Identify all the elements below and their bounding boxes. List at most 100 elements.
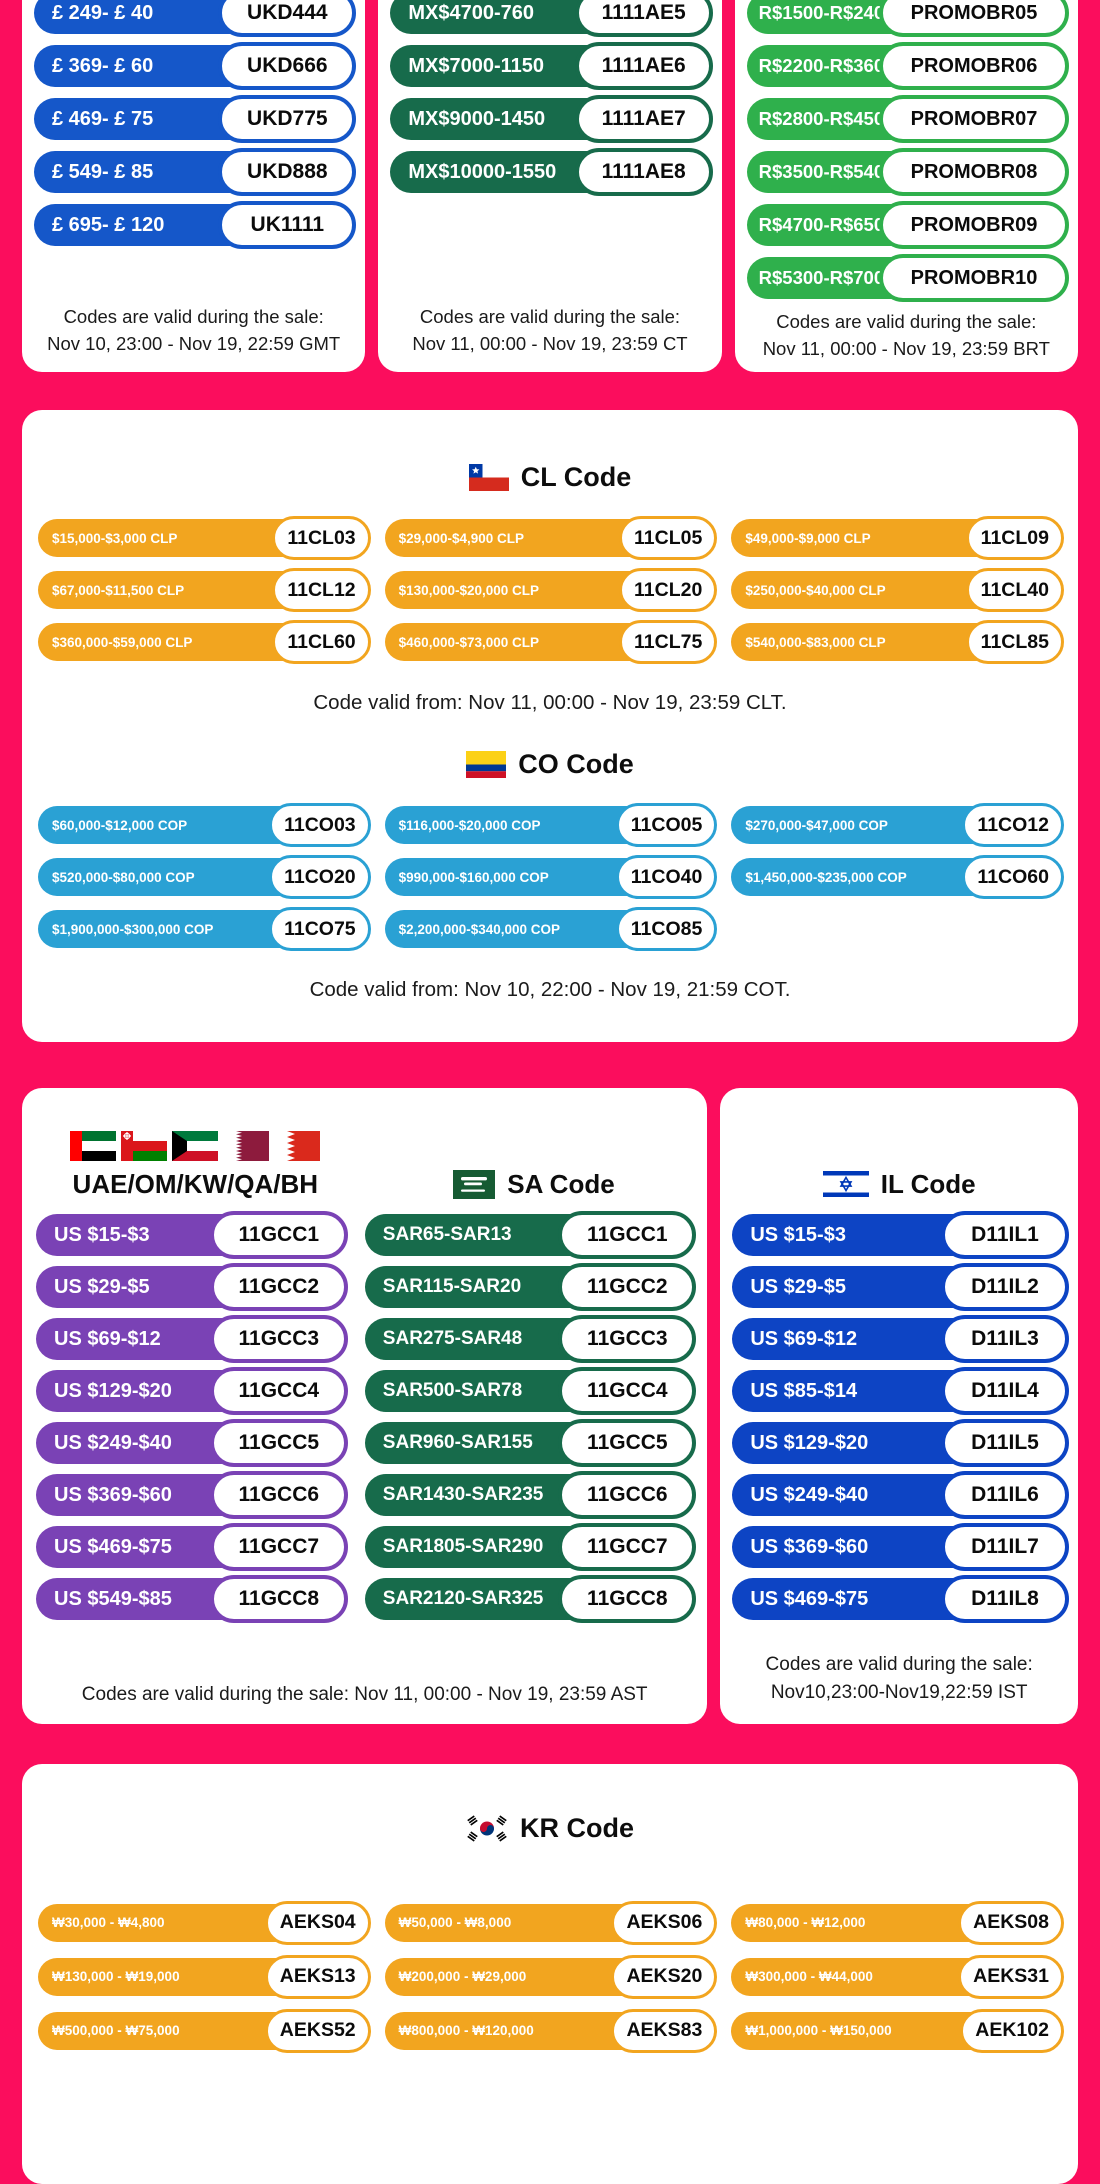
coupon-amount: ₩30,000 - ₩4,800	[52, 1915, 165, 1931]
coupon-pill[interactable]: US $29-$5 D11IL2	[732, 1263, 1069, 1312]
coupon-pill[interactable]: £ 695- £ 120 UK1111	[34, 201, 357, 249]
coupon-amount: $1,450,000-$235,000 COP	[745, 869, 907, 885]
coupon-code: 11GCC4	[209, 1367, 348, 1416]
coupon-amount: R$1500-R$240	[758, 2, 885, 23]
coupon-amount: $990,000-$160,000 COP	[398, 869, 549, 885]
coupon-pill[interactable]: SAR65-SAR13 11GCC1	[364, 1211, 697, 1260]
coupon-pill[interactable]: $67,000-$11,500 CLP 11CL12	[38, 568, 371, 613]
coupon-pill[interactable]: MX$7000-1150 1111AE6	[390, 42, 713, 90]
coupon-pill[interactable]: ₩50,000 - ₩8,000 AEKS06	[384, 1900, 718, 1945]
coupon-pill[interactable]: US $15-$3 D11IL1	[732, 1211, 1069, 1260]
coupon-pill[interactable]: US $15-$3 11GCC1	[36, 1211, 348, 1260]
coupon-amount: SAR1805-SAR290	[382, 1536, 544, 1558]
coupon-code: 11CO03	[269, 803, 371, 848]
coupon-pill[interactable]: £ 549- £ 85 UKD888	[34, 148, 357, 196]
flag-oman-icon	[121, 1131, 168, 1162]
coupon-pill[interactable]: R$2200-R$360 PROMOBR06	[746, 42, 1069, 90]
coupon-code: 11CO05	[615, 803, 718, 848]
coupon-amount: R$3500-R$540	[758, 161, 885, 182]
coupon-pill[interactable]: $520,000-$80,000 COP 11CO20	[38, 855, 371, 900]
coupon-pill[interactable]: £ 249- £ 40 UKD444	[34, 0, 357, 37]
coupon-pill[interactable]: $49,000-$9,000 CLP 11CL09	[731, 516, 1064, 561]
coupon-pill[interactable]: US $369-$60 D11IL7	[732, 1523, 1069, 1572]
coupon-amount: US $29-$5	[750, 1275, 846, 1298]
coupon-pill[interactable]: US $469-$75 D11IL8	[732, 1575, 1069, 1624]
br-validity-text: Codes are valid during the sale: Nov 11,…	[762, 311, 1050, 359]
coupon-pill[interactable]: $116,000-$20,000 COP 11CO05	[384, 803, 718, 848]
coupon-pill[interactable]: $1,900,000-$300,000 COP 11CO75	[38, 907, 371, 952]
coupon-code: D11IL4	[941, 1367, 1069, 1416]
coupon-code: 11CL03	[272, 516, 371, 561]
coupon-amount: $29,000-$4,900 CLP	[398, 530, 524, 546]
coupon-pill[interactable]: $1,450,000-$235,000 COP 11CO60	[731, 855, 1064, 900]
coupon-pill[interactable]: R$4700-R$650 PROMOBR09	[746, 201, 1069, 249]
gcc-section-title: UAE/OM/KW/QA/BH	[36, 1104, 355, 1200]
coupon-pill[interactable]: $2,200,000-$340,000 COP 11CO85	[384, 907, 718, 952]
coupon-pill[interactable]: ₩300,000 - ₩44,000 AEKS31	[731, 1954, 1064, 1999]
coupon-amount: ₩800,000 - ₩120,000	[398, 2023, 534, 2039]
coupon-pill[interactable]: US $129-$20 D11IL5	[732, 1419, 1069, 1468]
coupon-pill[interactable]: US $129-$20 11GCC4	[36, 1367, 348, 1416]
coupon-pill[interactable]: £ 369- £ 60 UKD666	[34, 42, 357, 90]
coupon-pill[interactable]: R$2800-R$450 PROMOBR07	[746, 95, 1069, 143]
coupon-pill[interactable]: ₩130,000 - ₩19,000 AEKS13	[38, 1954, 371, 1999]
coupon-code: 11GCC8	[558, 1575, 697, 1624]
coupon-amount: $250,000-$40,000 CLP	[745, 582, 886, 598]
coupon-pill[interactable]: $29,000-$4,900 CLP 11CL05	[384, 516, 718, 561]
coupon-amount: $540,000-$83,000 CLP	[745, 634, 886, 650]
coupon-pill[interactable]: ₩80,000 - ₩12,000 AEKS08	[731, 1900, 1064, 1945]
coupon-pill[interactable]: SAR1805-SAR290 11GCC7	[364, 1523, 697, 1572]
coupon-code: PROMOBR05	[878, 0, 1069, 37]
coupon-pill[interactable]: MX$10000-1550 1111AE8	[390, 148, 713, 196]
coupon-pill[interactable]: ₩200,000 - ₩29,000 AEKS20	[384, 1954, 718, 1999]
coupon-amount: US $85-$14	[750, 1379, 858, 1402]
coupon-pill[interactable]: $360,000-$59,000 CLP 11CL60	[38, 620, 371, 665]
coupon-pill[interactable]: SAR1430-SAR235 11GCC6	[364, 1471, 697, 1520]
coupon-pill[interactable]: US $29-$5 11GCC2	[36, 1263, 348, 1312]
coupon-pill[interactable]: SAR960-SAR155 11GCC5	[364, 1419, 697, 1468]
coupon-pill[interactable]: R$5300-R$700 PROMOBR10	[746, 254, 1069, 302]
coupon-pill[interactable]: $460,000-$73,000 CLP 11CL75	[384, 620, 718, 665]
coupon-pill[interactable]: MX$9000-1450 1111AE7	[390, 95, 713, 143]
coupon-code: 11GCC5	[558, 1419, 697, 1468]
coupon-pill[interactable]: US $369-$60 11GCC6	[36, 1471, 348, 1520]
coupon-pill[interactable]: SAR115-SAR20 11GCC2	[364, 1263, 697, 1312]
coupon-pill[interactable]: ₩1,000,000 - ₩150,000 AEK102	[731, 2008, 1064, 2053]
coupon-pill[interactable]: US $469-$75 11GCC7	[36, 1523, 348, 1572]
coupon-pill[interactable]: $60,000-$12,000 COP 11CO03	[38, 803, 371, 848]
coupon-pill[interactable]: US $69-$12 D11IL3	[732, 1315, 1069, 1364]
coupon-pill[interactable]: R$3500-R$540 PROMOBR08	[746, 148, 1069, 196]
coupon-pill[interactable]: $15,000-$3,000 CLP 11CL03	[38, 516, 371, 561]
coupon-amount: SAR2120-SAR325	[382, 1588, 544, 1610]
coupon-pill[interactable]: SAR2120-SAR325 11GCC8	[364, 1575, 697, 1624]
coupon-pill[interactable]: ₩500,000 - ₩75,000 AEKS52	[38, 2008, 371, 2053]
coupon-code: 11CO12	[962, 803, 1064, 848]
coupon-pill[interactable]: SAR500-SAR78 11GCC4	[364, 1367, 697, 1416]
coupon-pill[interactable]: US $249-$40 D11IL6	[732, 1471, 1069, 1520]
coupon-pill[interactable]: US $85-$14 D11IL4	[732, 1367, 1069, 1416]
sa-title-text: SA Code	[507, 1169, 615, 1200]
coupon-pill[interactable]: $130,000-$20,000 CLP 11CL20	[384, 568, 718, 613]
coupon-pill[interactable]: $540,000-$83,000 CLP 11CL85	[731, 620, 1064, 665]
co-pill-grid: $60,000-$12,000 COP 11CO03 $116,000-$20,…	[38, 803, 1064, 952]
coupon-pill[interactable]: US $549-$85 11GCC8	[36, 1575, 348, 1624]
coupon-pill[interactable]: R$1500-R$240 PROMOBR05	[746, 0, 1069, 37]
coupon-amount: £ 249- £ 40	[52, 1, 154, 24]
coupon-amount: ₩200,000 - ₩29,000	[398, 1969, 527, 1985]
gcc-pill-list: US $15-$3 11GCC1 US $29-$5 11GCC2 US $69…	[36, 1211, 348, 1624]
coupon-pill[interactable]: US $69-$12 11GCC3	[36, 1315, 348, 1364]
coupon-code: 11GCC2	[558, 1263, 697, 1312]
coupon-amount: $67,000-$11,500 CLP	[52, 582, 185, 598]
coupon-amount: $60,000-$12,000 COP	[52, 817, 188, 833]
coupon-pill[interactable]: ₩800,000 - ₩120,000 AEKS83	[384, 2008, 718, 2053]
coupon-pill[interactable]: SAR275-SAR48 11GCC3	[364, 1315, 697, 1364]
coupon-pill[interactable]: $270,000-$47,000 COP 11CO12	[731, 803, 1064, 848]
coupon-pill[interactable]: MX$4700-760 1111AE5	[390, 0, 713, 37]
coupon-code: D11IL8	[941, 1575, 1069, 1624]
coupon-pill[interactable]: £ 469- £ 75 UKD775	[34, 95, 357, 143]
il-validity-text: Codes are valid during the sale: Nov10,2…	[765, 1654, 1033, 1703]
coupon-pill[interactable]: ₩30,000 - ₩4,800 AEKS04	[38, 1900, 371, 1945]
coupon-pill[interactable]: $250,000-$40,000 CLP 11CL40	[731, 568, 1064, 613]
coupon-pill[interactable]: US $249-$40 11GCC5	[36, 1419, 348, 1468]
coupon-pill[interactable]: $990,000-$160,000 COP 11CO40	[384, 855, 718, 900]
